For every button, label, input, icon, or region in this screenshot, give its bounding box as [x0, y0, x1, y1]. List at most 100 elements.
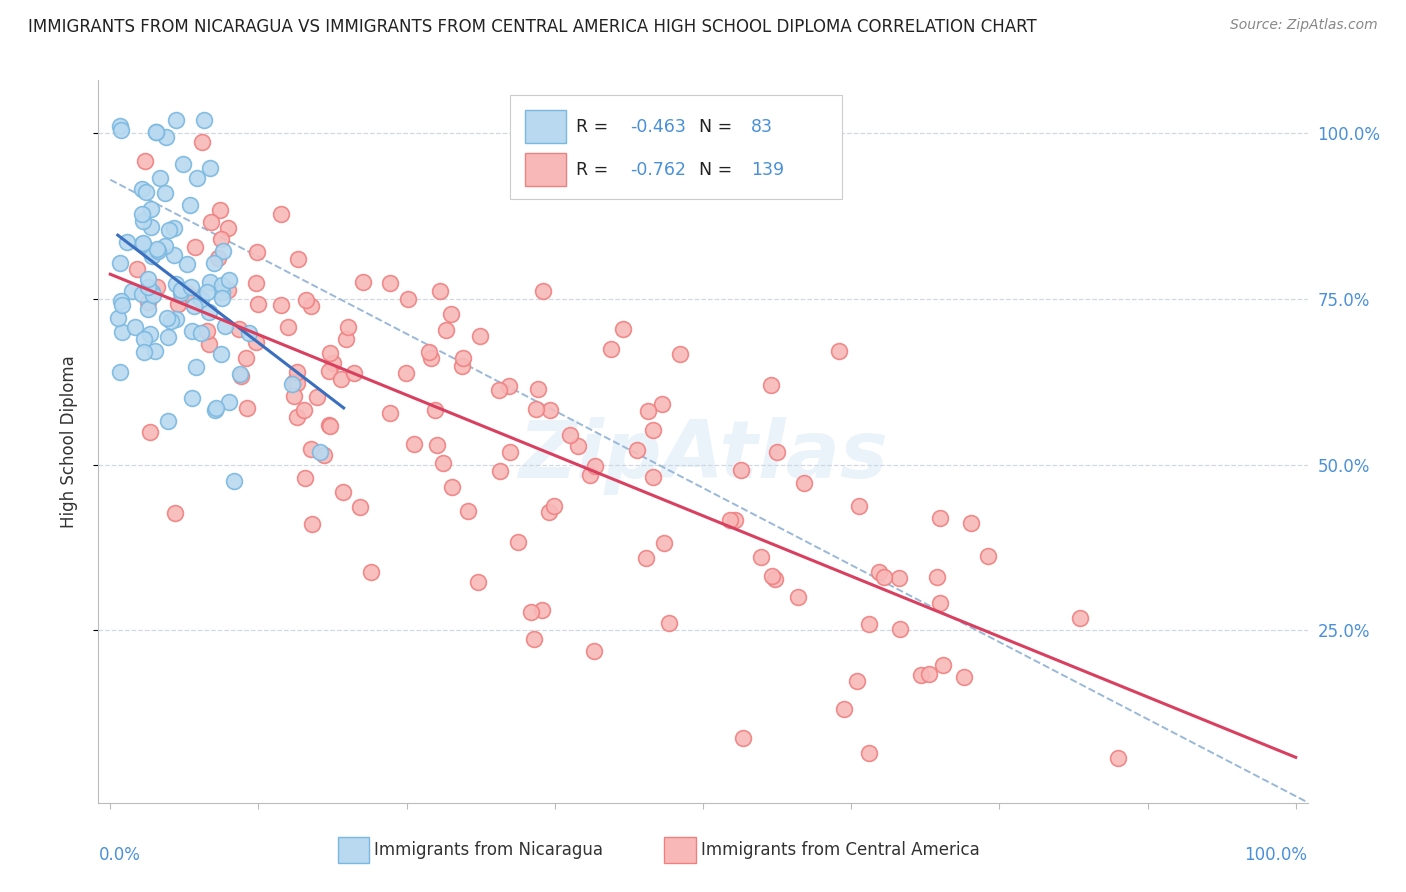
Point — [380, 276, 402, 290]
Point — [1107, 750, 1129, 764]
Text: 83: 83 — [751, 118, 773, 136]
Point — [214, 318, 236, 333]
Point — [499, 445, 522, 459]
Point — [107, 310, 129, 325]
Point — [828, 343, 851, 358]
Text: 139: 139 — [751, 161, 785, 179]
Point — [846, 673, 869, 688]
Point — [184, 240, 207, 254]
Point — [419, 351, 441, 365]
Point — [498, 378, 520, 392]
Point — [186, 170, 208, 185]
Point — [929, 511, 952, 525]
Point — [959, 516, 981, 531]
Point — [520, 606, 543, 620]
Point — [195, 285, 218, 299]
Point — [207, 251, 229, 265]
Point — [235, 351, 257, 365]
Point — [873, 570, 896, 584]
Point — [146, 244, 169, 258]
Point — [402, 437, 425, 451]
Point — [457, 504, 479, 518]
Point — [141, 285, 163, 299]
Point — [131, 181, 153, 195]
Point — [108, 120, 131, 134]
Point — [318, 364, 340, 378]
Point — [394, 366, 416, 380]
Point — [165, 311, 187, 326]
Point — [612, 322, 634, 336]
Point — [451, 359, 474, 374]
Point — [165, 506, 187, 520]
Point — [141, 249, 163, 263]
Point — [537, 505, 560, 519]
Point — [295, 293, 318, 307]
Text: N =: N = — [699, 161, 738, 179]
Point — [396, 292, 419, 306]
Point — [467, 575, 489, 590]
FancyBboxPatch shape — [509, 95, 842, 200]
Point — [763, 572, 786, 586]
Point — [378, 406, 401, 420]
Point — [208, 202, 231, 217]
Point — [787, 590, 810, 604]
Point — [195, 324, 218, 338]
Point — [204, 402, 226, 417]
Point — [211, 244, 233, 258]
Point — [977, 549, 1000, 564]
Point — [209, 232, 232, 246]
Point — [285, 376, 308, 391]
Point — [600, 342, 623, 356]
Point — [191, 135, 214, 149]
Point — [294, 471, 316, 485]
Point — [543, 500, 565, 514]
Point — [301, 516, 323, 531]
Point — [918, 666, 941, 681]
Point — [832, 702, 855, 716]
Point — [718, 513, 741, 527]
Point — [139, 244, 162, 258]
Point — [153, 239, 176, 253]
Point — [749, 549, 772, 564]
Point — [724, 513, 747, 527]
Point — [766, 445, 789, 459]
Point — [658, 615, 681, 630]
Point — [198, 337, 221, 351]
Point — [641, 423, 664, 437]
Point — [858, 746, 880, 760]
Point — [652, 536, 675, 550]
Point — [583, 644, 606, 658]
Text: N =: N = — [699, 118, 738, 136]
Point — [224, 474, 246, 488]
Point — [136, 272, 159, 286]
Point — [730, 463, 752, 477]
Point — [218, 273, 240, 287]
Point — [887, 571, 910, 585]
Point — [163, 220, 186, 235]
Point — [198, 305, 221, 319]
Point — [160, 314, 183, 328]
FancyBboxPatch shape — [337, 838, 370, 863]
Point — [343, 366, 366, 380]
Point — [145, 125, 167, 139]
Point — [468, 329, 491, 343]
Text: Source: ZipAtlas.com: Source: ZipAtlas.com — [1230, 18, 1378, 32]
Point — [180, 391, 202, 405]
Point — [146, 242, 169, 256]
Point — [434, 323, 457, 337]
Text: R =: R = — [576, 118, 614, 136]
Point — [200, 215, 222, 229]
Point — [135, 185, 157, 199]
Point — [281, 377, 304, 392]
Point — [932, 658, 955, 673]
Point — [111, 297, 134, 311]
Point — [139, 219, 162, 234]
Point — [292, 402, 315, 417]
Point — [426, 438, 449, 452]
Point — [312, 449, 335, 463]
Point — [506, 535, 529, 549]
Point — [524, 402, 547, 417]
Point — [146, 279, 169, 293]
Point — [108, 256, 131, 270]
Point — [429, 284, 451, 298]
